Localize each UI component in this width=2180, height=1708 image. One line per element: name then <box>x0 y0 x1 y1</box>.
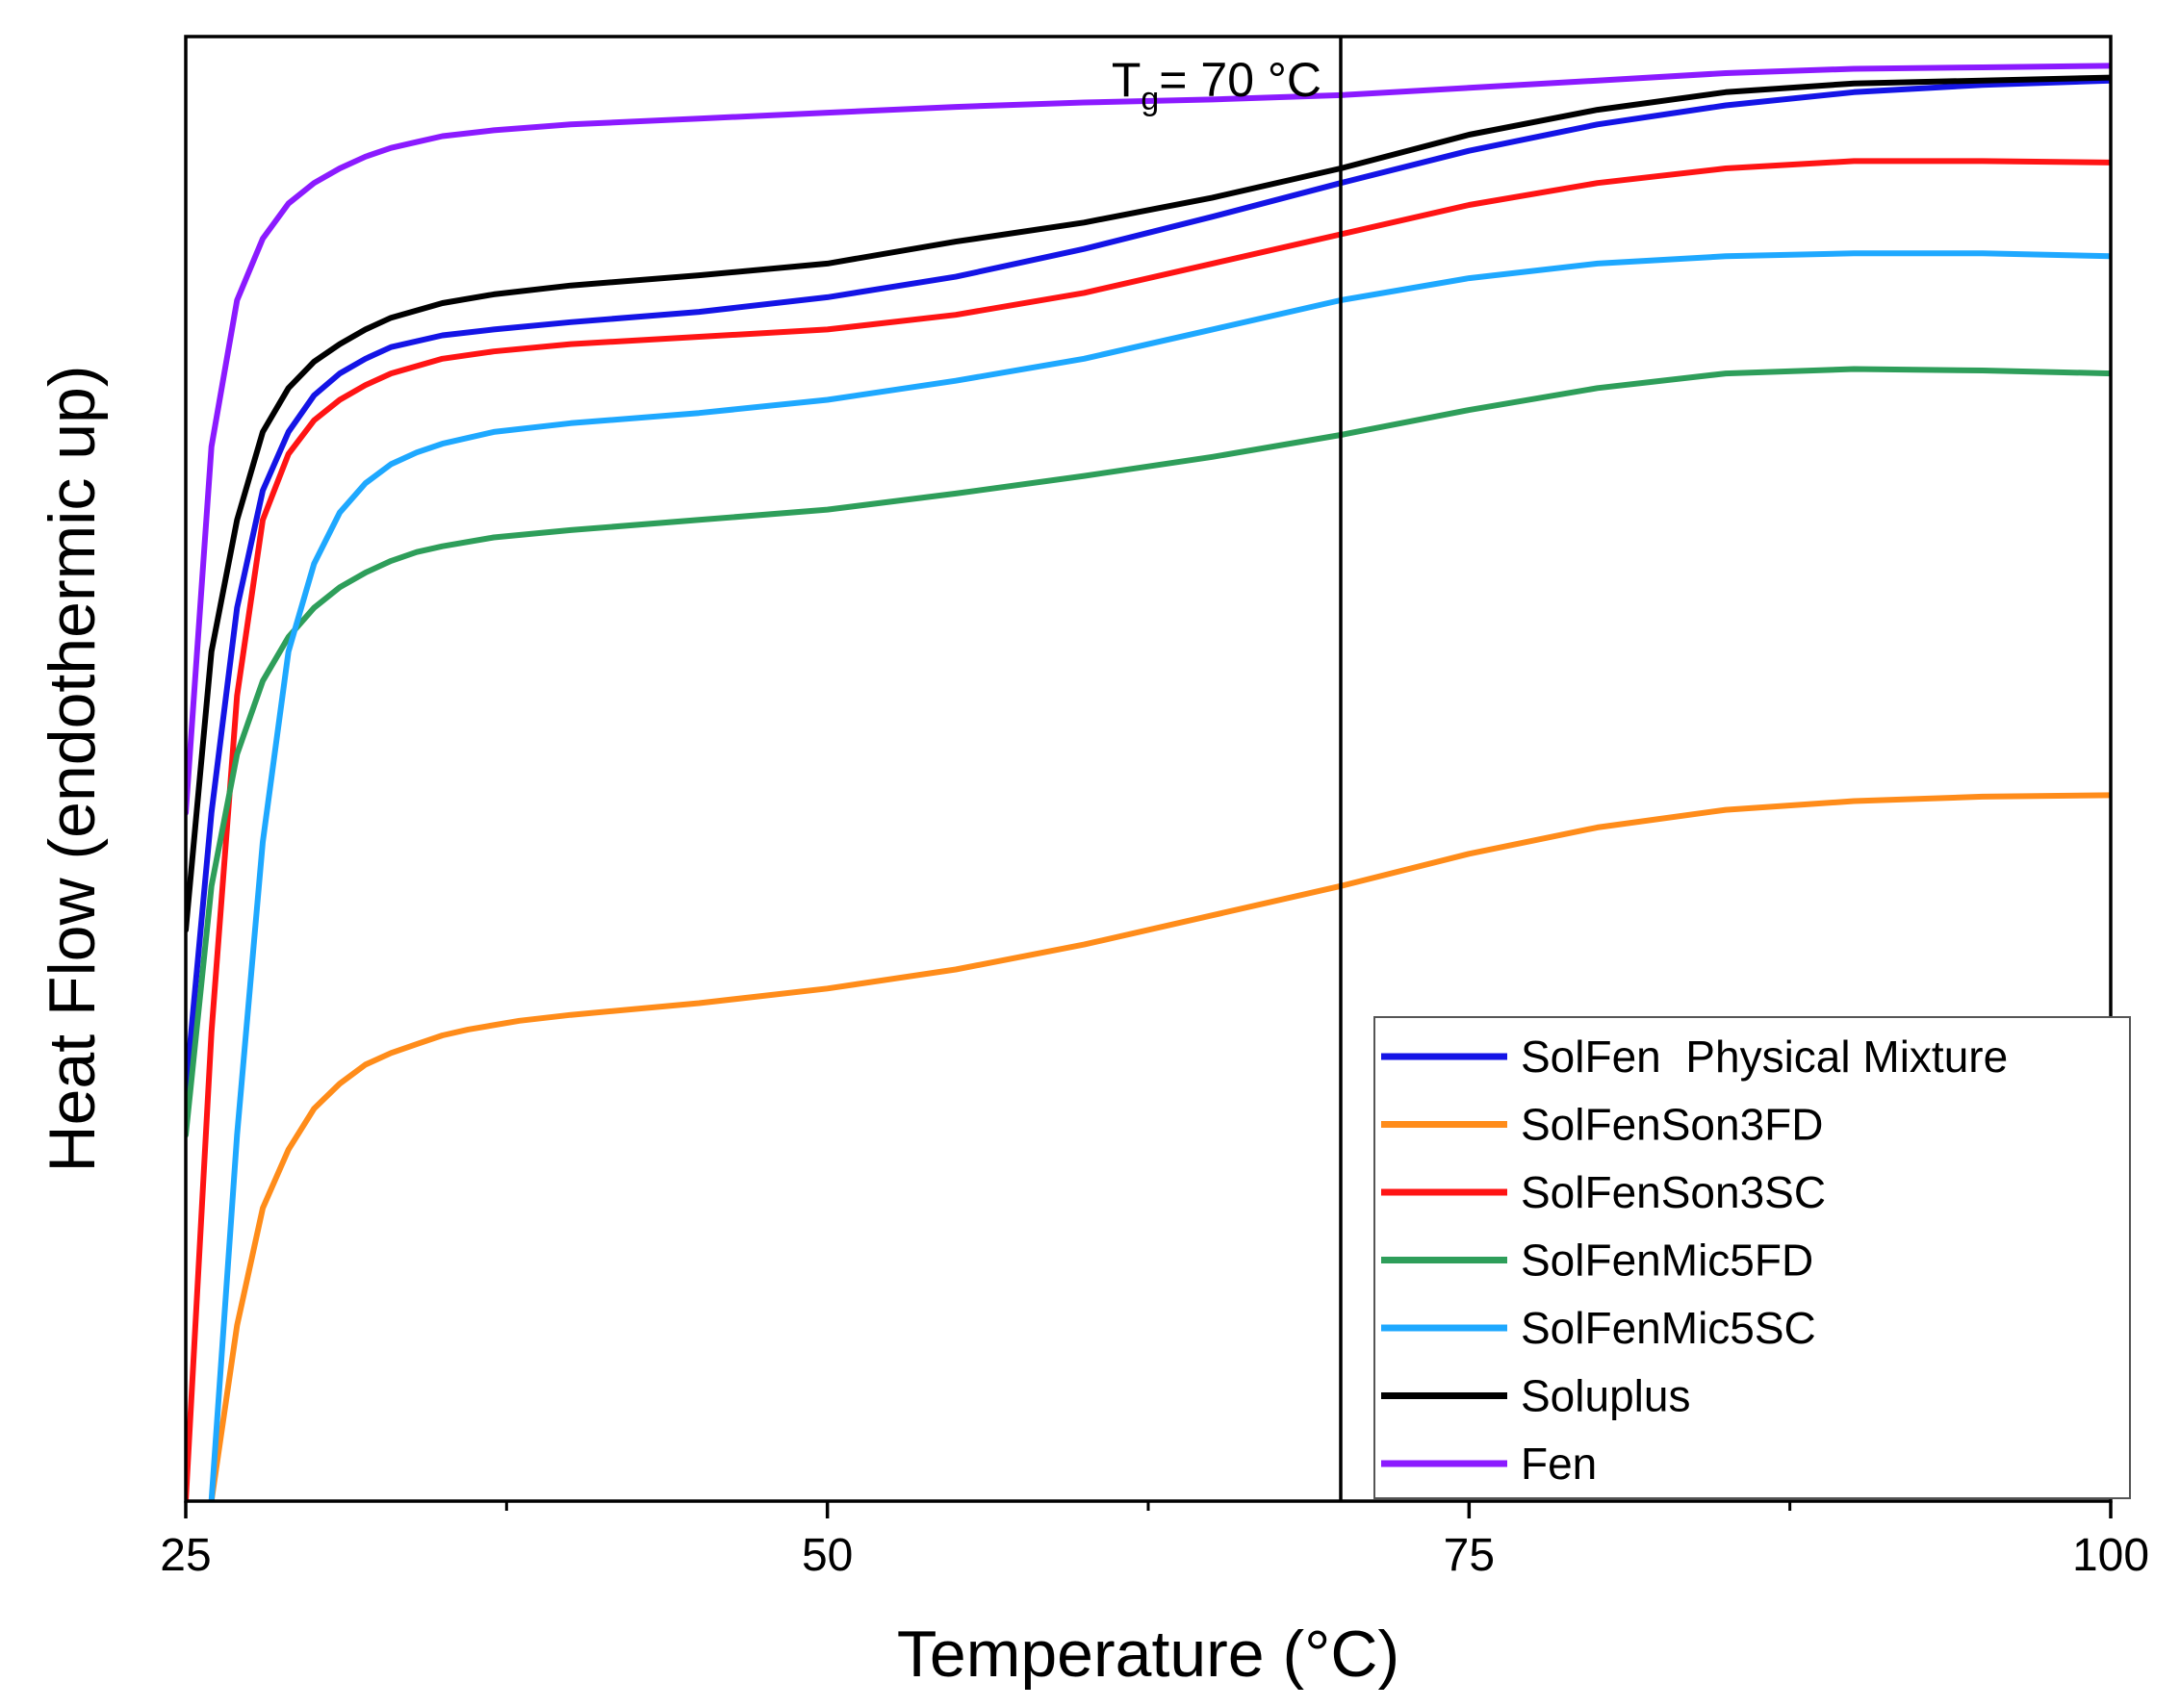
legend-label-solfenson3fd: SolFenSon3FD <box>1521 1100 1824 1150</box>
tg-annotation-main: T <box>1112 53 1141 107</box>
series-line-solfenmic5sc <box>208 250 2111 1501</box>
series-line-solfenmic5fd <box>186 366 2111 1138</box>
x-axis-title: Temperature (°C) <box>897 1618 1399 1691</box>
series-line-soluplus <box>186 74 2111 933</box>
series-line-solfenson3fd <box>208 792 2111 1501</box>
x-axis-ticks: 25 50 75 100 <box>160 1501 2149 1581</box>
x-tick-label: 50 <box>802 1530 853 1581</box>
series-line-solfenson3sc <box>186 158 2111 1501</box>
legend-label-solfenmic5fd: SolFenMic5FD <box>1521 1236 1813 1286</box>
x-tick-label: 75 <box>1444 1530 1495 1581</box>
legend-label-solfen-physical-mixture: SolFen Physical Mixture <box>1521 1032 2008 1082</box>
legend-label-fen: Fen <box>1521 1439 1597 1489</box>
legend-label-soluplus: Soluplus <box>1521 1371 1690 1421</box>
y-axis-title: Heat Flow (endothermic up) <box>36 365 109 1172</box>
legend: SolFen Physical Mixture SolFenSon3FD SolFe… <box>1373 1016 2131 1499</box>
series-line-solfen-physical-mixture <box>186 77 2111 1094</box>
series-layer <box>186 63 2111 1501</box>
tg-annotation: Tg= 70 °C <box>1112 53 1321 117</box>
legend-label-solfenson3sc: SolFenSon3SC <box>1521 1167 1826 1217</box>
tg-annotation-value: = 70 °C <box>1159 53 1321 107</box>
x-tick-label: 100 <box>2072 1530 2149 1581</box>
x-tick-label: 25 <box>160 1530 211 1581</box>
tg-annotation-subscript: g <box>1141 81 1159 117</box>
legend-items: SolFen Physical Mixture SolFenSon3FD SolFe… <box>1381 1032 2008 1489</box>
series-line-fen <box>186 63 2111 816</box>
legend-label-solfenmic5sc: SolFenMic5SC <box>1521 1303 1816 1353</box>
